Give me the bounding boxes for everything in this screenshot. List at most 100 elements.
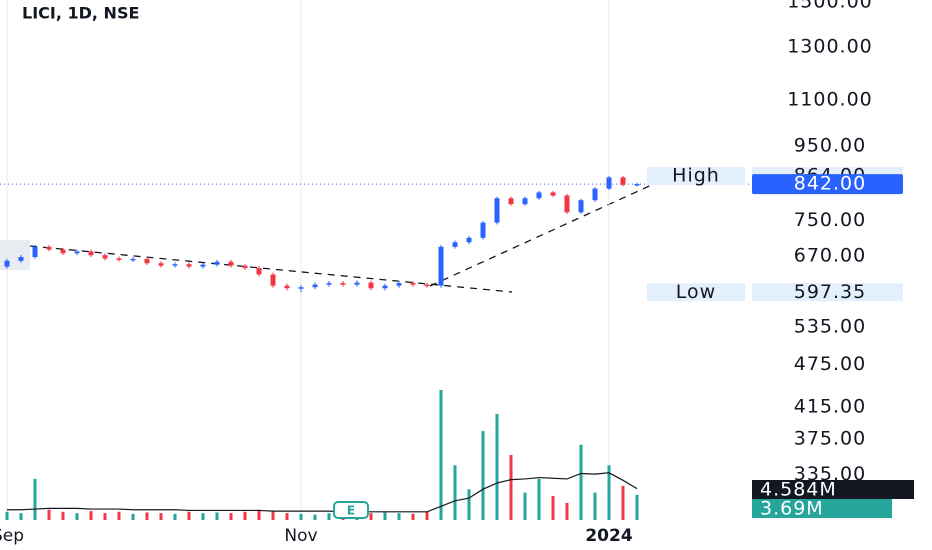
volume-bar <box>89 511 93 520</box>
trend-line <box>29 245 513 293</box>
volume-bar <box>103 513 107 520</box>
volume-bar <box>257 509 261 520</box>
candle-body <box>186 264 192 267</box>
volume-bar <box>509 455 513 520</box>
candle-body <box>298 287 304 289</box>
volume-bar <box>33 478 37 520</box>
y-tick-label: 375.00 <box>794 427 866 449</box>
volume-bar <box>201 513 205 520</box>
candle-body <box>214 261 220 265</box>
y-tick-label: 1100.00 <box>787 88 873 110</box>
candle-body <box>592 188 598 201</box>
volume-last-label: 3.69M <box>760 498 824 520</box>
volume-bar <box>607 465 611 520</box>
x-tick-label: Nov <box>284 526 317 546</box>
volume-bar <box>453 465 457 520</box>
candle-body <box>424 284 430 287</box>
candle-body <box>32 246 38 258</box>
last-price-box <box>752 174 903 195</box>
candle-body <box>312 284 318 288</box>
y-tick-label: 415.00 <box>794 396 866 418</box>
candle-body <box>494 198 500 223</box>
volume-bar <box>593 492 597 520</box>
candle-body <box>620 177 626 185</box>
marker-value: 597.35 <box>794 281 866 303</box>
chart-title: LICI, 1D, NSE <box>22 4 139 23</box>
volume-bar <box>621 485 625 520</box>
candle-body <box>396 283 402 286</box>
y-tick-label: 670.00 <box>794 245 866 267</box>
volume-bar <box>523 492 527 520</box>
candle-body <box>634 184 640 186</box>
volume-bar <box>579 444 583 520</box>
event-marker <box>333 501 369 519</box>
candle-body <box>102 255 108 259</box>
volume-bar <box>439 390 443 520</box>
candle-body <box>130 258 136 261</box>
candle-body <box>326 283 332 285</box>
candle-body <box>46 246 52 250</box>
marker-value-box <box>752 283 903 302</box>
volume-bar <box>187 511 191 520</box>
y-tick-label: 1500.00 <box>787 0 873 13</box>
volume-bar <box>551 496 555 520</box>
candle-body <box>172 264 178 266</box>
volume-bar <box>173 513 177 520</box>
candle-body <box>550 192 556 196</box>
volume-bar <box>411 513 415 520</box>
volume-bar <box>313 514 317 520</box>
candle-body <box>466 237 472 243</box>
candle-body <box>438 246 444 286</box>
marker-name: Low <box>676 281 716 303</box>
candle-body <box>158 263 164 266</box>
candle-body <box>354 282 360 285</box>
y-tick-label: 950.00 <box>794 135 866 157</box>
volume-bar <box>369 513 373 520</box>
x-tick-label: 2024 <box>585 526 632 546</box>
marker-name: High <box>672 164 720 186</box>
candle-body <box>200 264 206 267</box>
volume-bar <box>271 511 275 520</box>
trend-line <box>429 171 681 287</box>
marker-name-box <box>647 166 745 185</box>
event-label: E <box>347 504 355 518</box>
candle-body <box>18 257 24 261</box>
volume-bar <box>131 513 135 520</box>
candle-body <box>60 249 66 254</box>
volume-bar <box>215 512 219 520</box>
y-tick-label: 335.00 <box>794 463 866 485</box>
volume-bar <box>495 413 499 520</box>
volume-bar <box>47 509 51 520</box>
candle-body <box>564 195 570 213</box>
volume-bar <box>425 511 429 520</box>
volume-bar <box>327 513 331 520</box>
volume-ma-line <box>7 472 638 513</box>
volume-bar <box>397 513 401 520</box>
volume-bar <box>159 513 163 520</box>
candle-body <box>480 222 486 238</box>
candle-body <box>340 283 346 285</box>
volume-ma-box <box>752 480 914 499</box>
candle-body <box>284 285 290 289</box>
candle-body <box>74 251 80 254</box>
volume-bar <box>117 511 121 520</box>
candle-body <box>508 198 514 205</box>
candle-body <box>522 198 528 205</box>
last-price-label: 842.00 <box>794 173 866 195</box>
candle-body <box>242 265 248 269</box>
volume-bar <box>299 513 303 520</box>
candle-body <box>382 285 388 289</box>
volume-bar <box>635 494 639 520</box>
volume-bar <box>61 511 65 520</box>
y-tick-label: 750.00 <box>794 209 866 231</box>
volume-bar <box>229 513 233 520</box>
volume-bar <box>537 478 541 520</box>
volume-bar <box>145 512 149 520</box>
volume-bar <box>481 431 485 520</box>
candle-body <box>256 268 262 275</box>
volume-bar <box>383 512 387 520</box>
event-badge <box>333 501 369 519</box>
candle-body <box>452 242 458 247</box>
volume-bar <box>19 513 23 520</box>
